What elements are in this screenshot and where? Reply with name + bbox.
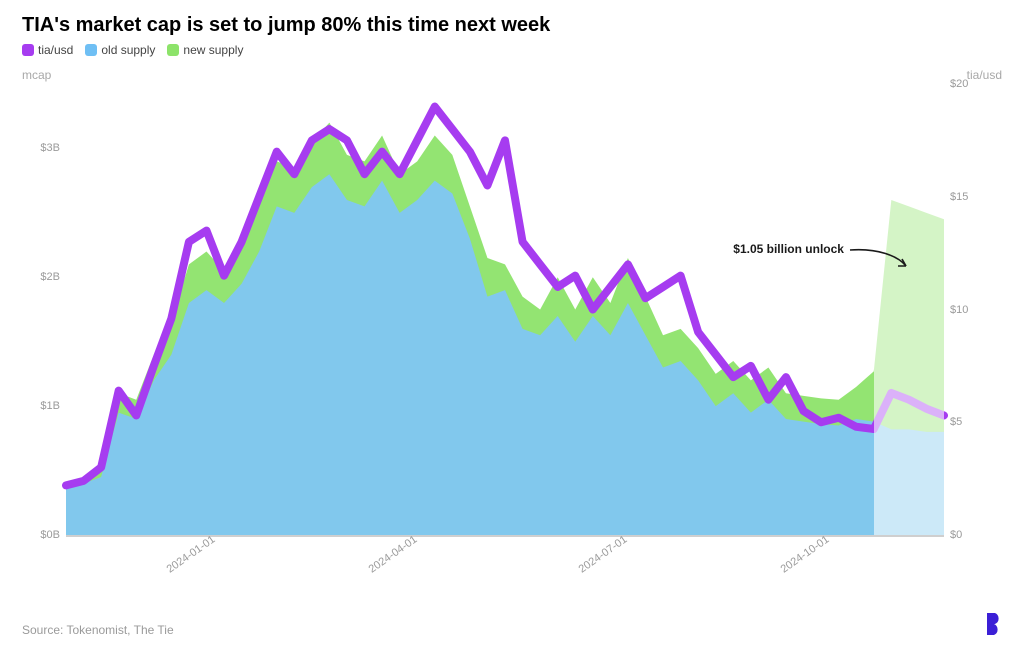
x-tick: 2024-04-01 — [366, 533, 419, 575]
y-tick-right: $20 — [944, 78, 968, 90]
y-tick-left: $3B — [40, 142, 66, 154]
legend: tia/usd old supply new supply — [22, 43, 1002, 57]
y-tick-left: $0B — [40, 529, 66, 541]
annotation-text: $1.05 billion unlock — [733, 242, 844, 256]
legend-swatch-old — [85, 44, 97, 56]
chart-area: mcap tia/usd $1.05 billion unlock $0B$1B… — [22, 70, 1002, 591]
chart-svg — [66, 84, 944, 535]
legend-item-old-supply: old supply — [85, 43, 155, 57]
legend-swatch-price — [22, 44, 34, 56]
x-tick: 2024-07-01 — [577, 533, 630, 575]
legend-item-new-supply: new supply — [167, 43, 243, 57]
legend-item-price: tia/usd — [22, 43, 73, 57]
y-tick-left: $1B — [40, 400, 66, 412]
y-axis-right-title: tia/usd — [967, 68, 1002, 82]
y-tick-left: $2B — [40, 271, 66, 283]
unlock-annotation: $1.05 billion unlock — [733, 242, 844, 256]
chart-title: TIA's market cap is set to jump 80% this… — [22, 14, 1002, 37]
legend-label: old supply — [101, 43, 155, 57]
plot-region: $1.05 billion unlock $0B$1B$2B$3B$0$5$10… — [66, 84, 944, 537]
annotation-arrow-icon — [848, 244, 918, 272]
legend-label: tia/usd — [38, 43, 73, 57]
legend-swatch-new — [167, 44, 179, 56]
x-tick: 2024-10-01 — [779, 533, 832, 575]
y-tick-right: $10 — [944, 304, 968, 316]
y-tick-right: $15 — [944, 191, 968, 203]
y-tick-right: $0 — [944, 529, 962, 541]
old-supply-area — [66, 174, 944, 535]
x-tick: 2024-01-01 — [164, 533, 217, 575]
brand-logo-icon — [984, 613, 1002, 640]
y-axis-left-title: mcap — [22, 68, 51, 82]
source-attribution: Source: Tokenomist, The Tie — [22, 623, 174, 637]
y-tick-right: $5 — [944, 416, 962, 428]
legend-label: new supply — [183, 43, 243, 57]
